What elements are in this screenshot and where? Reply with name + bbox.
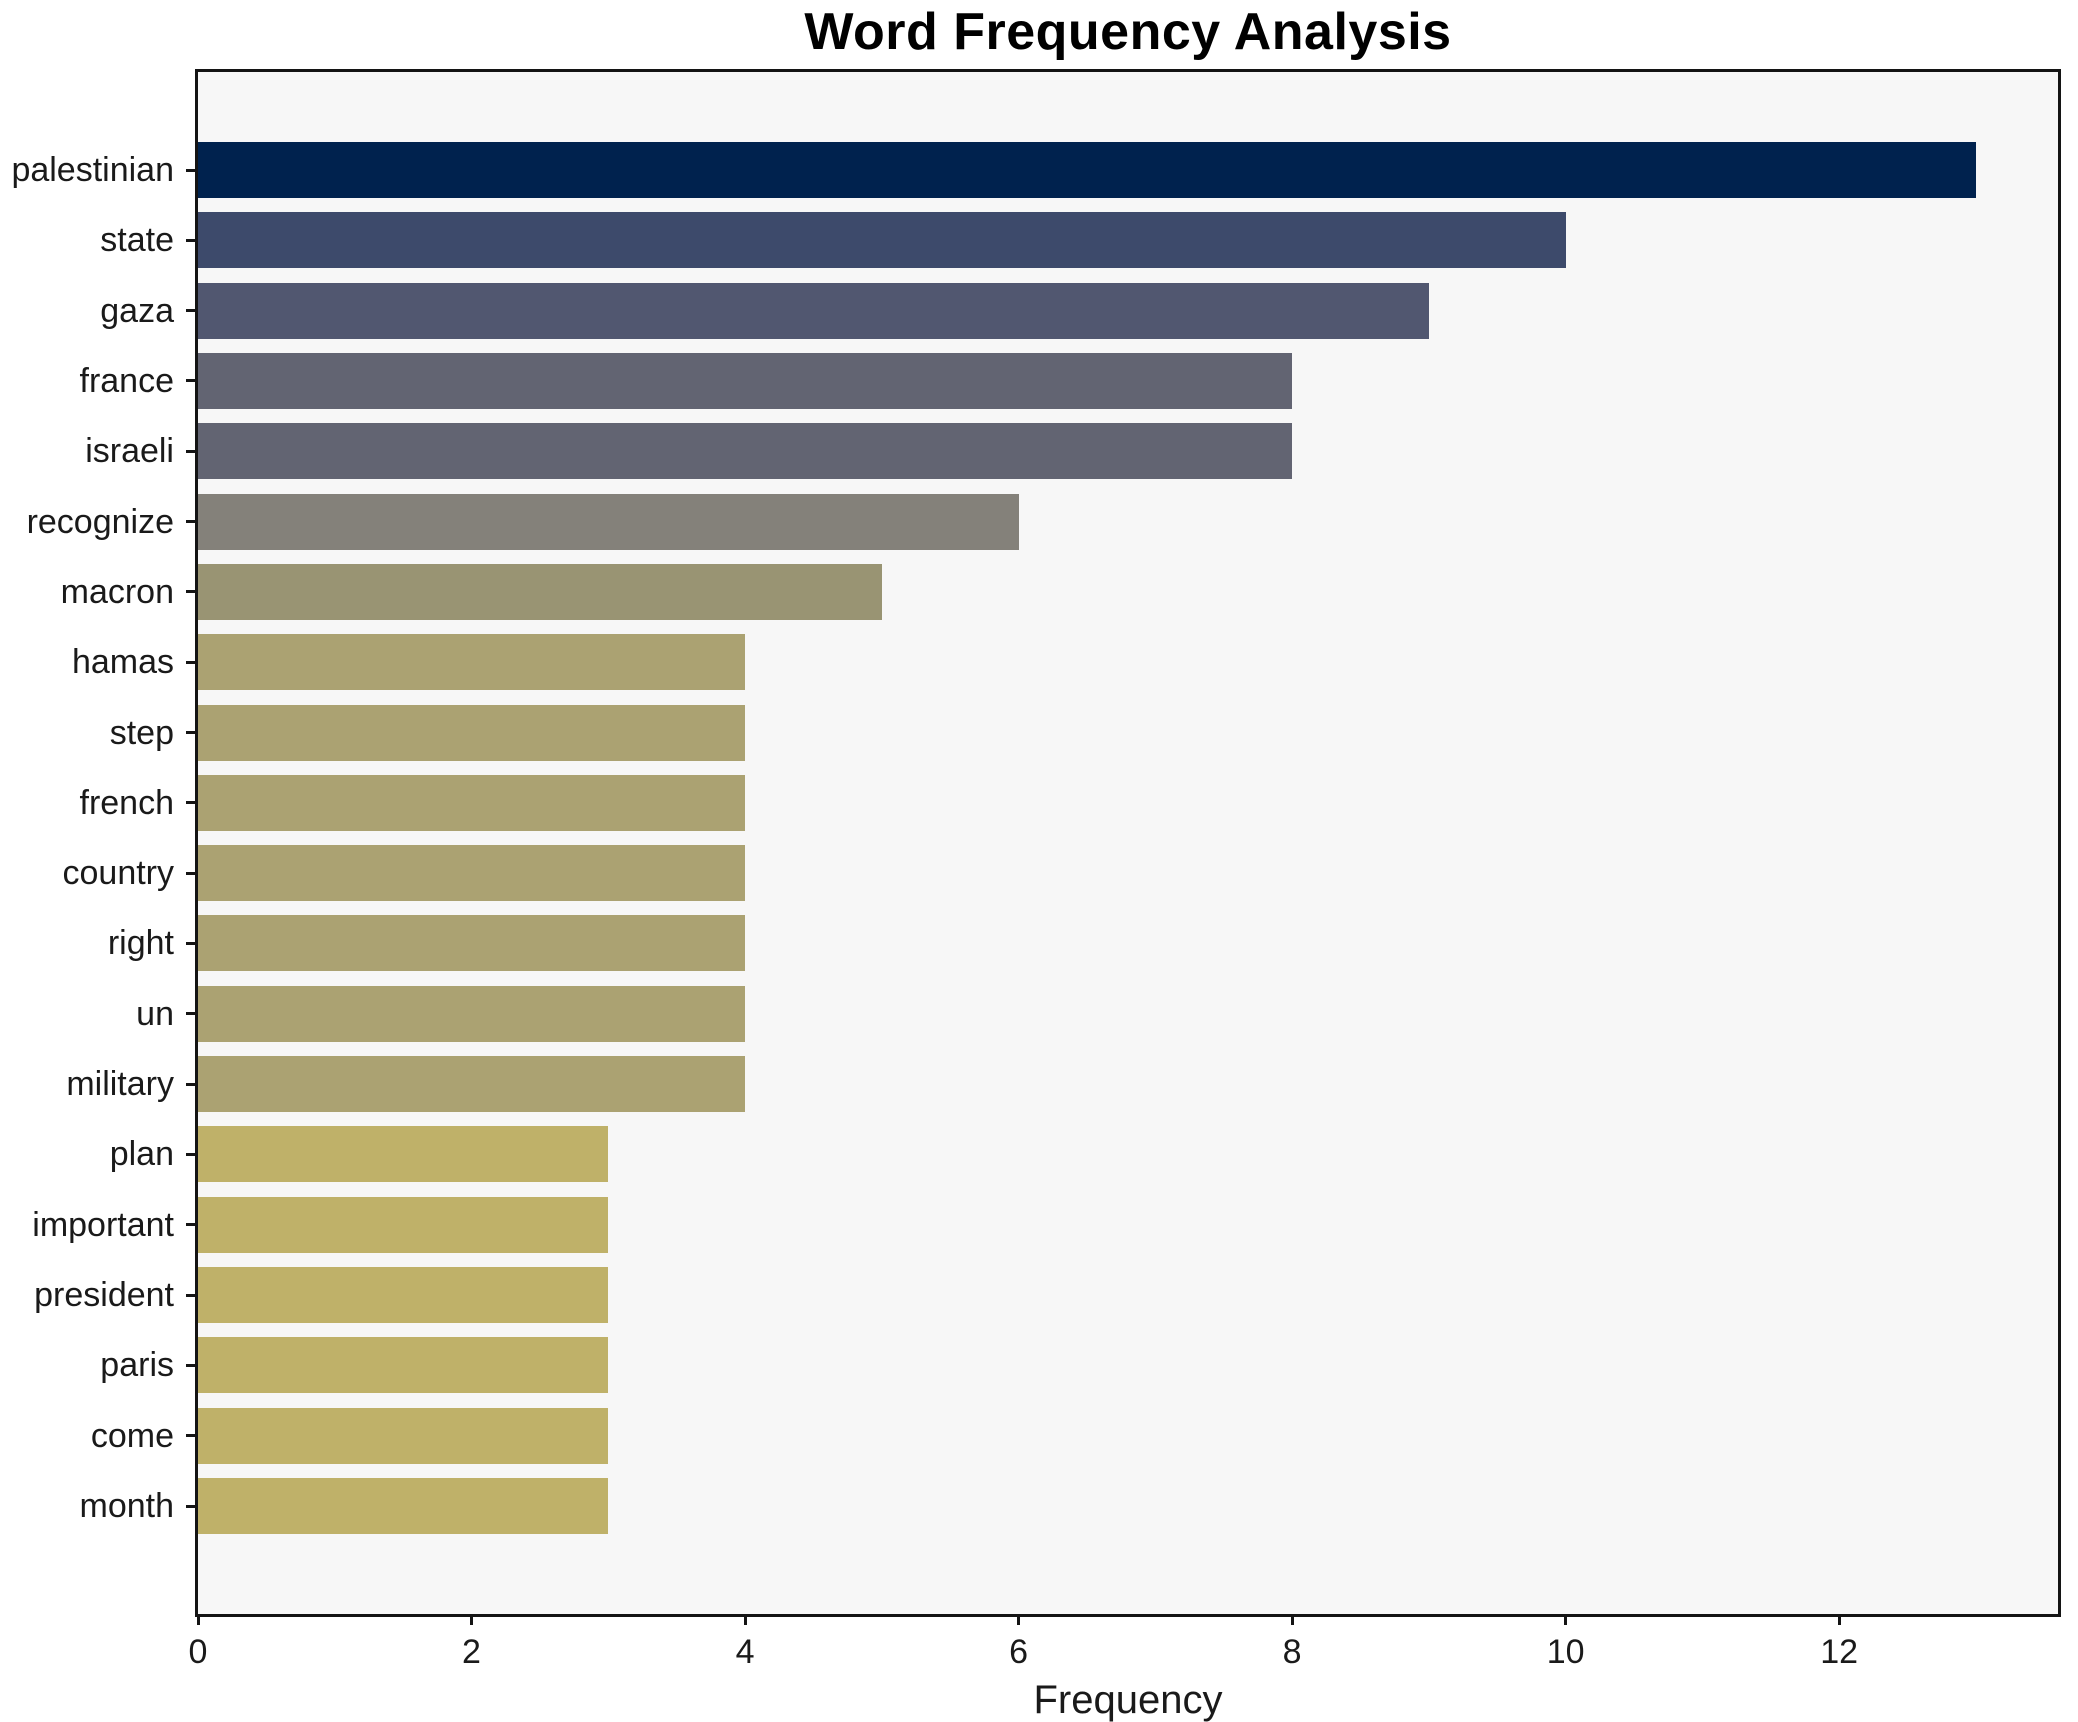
bar-come (198, 1407, 609, 1464)
x-tick-mark (1564, 1614, 1568, 1625)
bar-month (198, 1478, 609, 1534)
y-tick-label: recognize (26, 502, 174, 541)
chart-title: Word Frequency Analysis (804, 3, 1452, 61)
y-tick-label: palestinian (11, 151, 174, 189)
x-tick-label: 10 (1546, 1633, 1585, 1671)
bar-palestinian (198, 142, 1976, 198)
y-tick-mark (186, 871, 198, 875)
x-tick-mark (1290, 1614, 1294, 1625)
y-tick-label: month (79, 1487, 175, 1525)
bar-president (198, 1267, 609, 1324)
bar-paris (198, 1337, 609, 1394)
y-tick-label: step (109, 713, 174, 752)
bar-macron (198, 563, 882, 620)
x-tick-label: 6 (1009, 1633, 1029, 1671)
bar-hamas (198, 634, 746, 691)
y-tick-mark (186, 590, 198, 594)
y-tick-label: hamas (71, 643, 174, 682)
y-tick-label: israeli (85, 432, 174, 471)
y-tick-mark (186, 1434, 198, 1438)
y-tick-mark (186, 1293, 198, 1297)
y-tick-mark (186, 1223, 198, 1227)
x-tick-label: 12 (1820, 1633, 1859, 1671)
y-tick-label: military (66, 1065, 174, 1104)
y-tick-mark (186, 238, 198, 242)
y-tick-mark (186, 379, 198, 383)
y-tick-mark (186, 309, 198, 313)
bar-country (198, 845, 746, 902)
y-tick-label: paris (100, 1346, 174, 1385)
y-tick-mark (186, 449, 198, 453)
y-tick-label: un (136, 994, 174, 1033)
y-tick-label: macron (60, 572, 174, 611)
y-tick-label: president (34, 1276, 174, 1315)
y-tick-label: gaza (100, 291, 174, 330)
y-tick-mark (186, 1012, 198, 1016)
bar-un (198, 985, 746, 1042)
bar-military (198, 1056, 746, 1113)
x-tick-mark (1017, 1614, 1021, 1625)
y-tick-mark (186, 1152, 198, 1156)
x-tick-label: 8 (1282, 1633, 1302, 1671)
bars-layer (198, 72, 2058, 1614)
x-tick-mark (470, 1614, 474, 1625)
bar-plan (198, 1126, 609, 1183)
y-tick-mark (186, 660, 198, 664)
y-tick-label: state (100, 221, 174, 260)
bar-france (198, 352, 1293, 409)
y-tick-label: important (32, 1205, 174, 1244)
y-tick-label: right (107, 924, 174, 963)
y-tick-label: france (79, 361, 175, 400)
x-tick-label: 4 (735, 1633, 755, 1671)
x-tick-label: 0 (188, 1633, 208, 1671)
bar-gaza (198, 282, 1429, 339)
y-tick-label: french (79, 783, 175, 822)
y-tick-mark (186, 1363, 198, 1367)
y-tick-mark (186, 1082, 198, 1086)
y-tick-mark (186, 801, 198, 805)
y-tick-label: come (90, 1416, 174, 1455)
x-tick-label: 2 (462, 1633, 481, 1671)
x-tick-mark (743, 1614, 747, 1625)
bar-israeli (198, 423, 1293, 480)
y-tick-mark (186, 168, 198, 172)
y-tick-label: country (62, 854, 175, 893)
bar-important (198, 1196, 609, 1253)
bar-state (198, 212, 1566, 269)
bar-right (198, 915, 746, 972)
x-tick-mark (1837, 1614, 1841, 1625)
y-tick-mark (186, 1504, 198, 1508)
y-tick-mark (186, 941, 198, 945)
y-tick-mark (186, 731, 198, 735)
y-tick-mark (186, 520, 198, 524)
bar-recognize (198, 493, 1019, 550)
x-tick-mark (196, 1614, 200, 1625)
bar-french (198, 774, 746, 831)
y-tick-label: plan (109, 1135, 174, 1174)
bar-step (198, 704, 746, 761)
x-axis-title: Frequency (1033, 1678, 1223, 1722)
